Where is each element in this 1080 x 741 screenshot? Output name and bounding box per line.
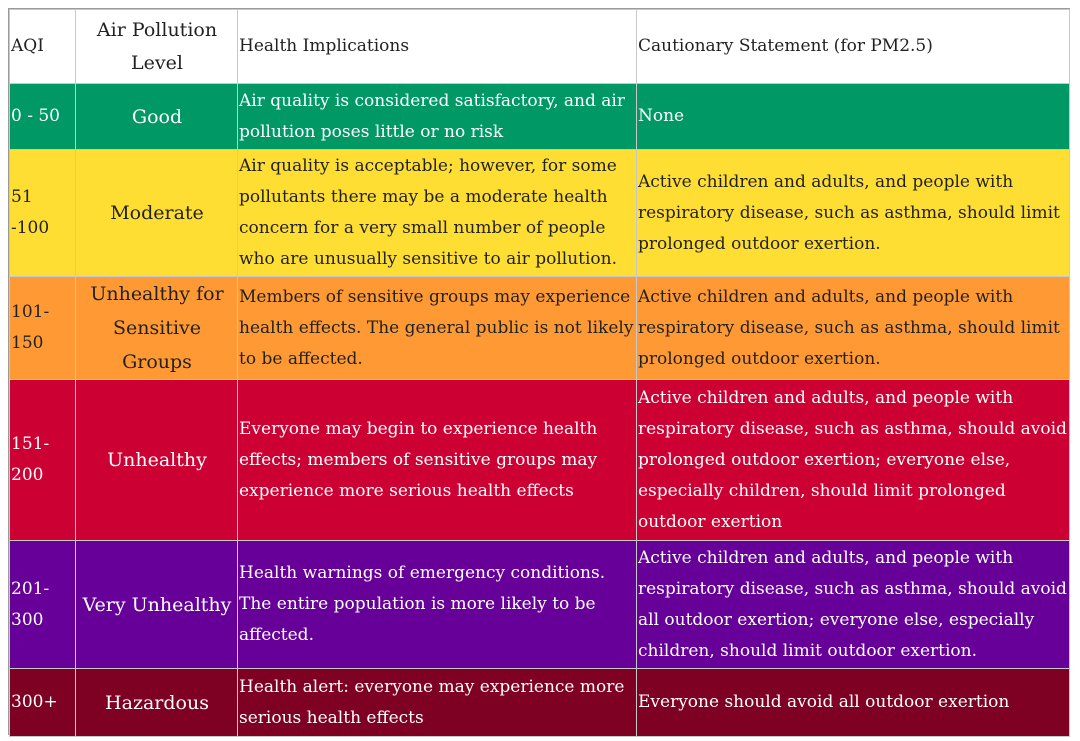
aqi-range: 151-200 xyxy=(9,379,76,541)
aqi-range: 300+ xyxy=(9,668,76,737)
table-row-good: 0 - 50 Good Air quality is considered sa… xyxy=(9,83,1070,150)
aqi-range: 51 -100 xyxy=(9,149,76,277)
aqi-range: 201-300 xyxy=(9,540,76,669)
aqi-table: AQI Air Pollution Level Health Implicati… xyxy=(9,9,1070,737)
table-header-row: AQI Air Pollution Level Health Implicati… xyxy=(9,9,1070,84)
health-implications: Members of sensitive groups may experien… xyxy=(237,276,637,380)
header-aqi: AQI xyxy=(9,9,76,84)
health-implications: Air quality is considered satisfactory, … xyxy=(237,83,637,150)
header-level: Air Pollution Level xyxy=(75,9,238,84)
table-row-moderate: 51 -100 Moderate Air quality is acceptab… xyxy=(9,149,1070,277)
cautionary-statement: Active children and adults, and people w… xyxy=(636,379,1070,541)
cautionary-statement: Everyone should avoid all outdoor exerti… xyxy=(636,668,1070,737)
health-implications: Health warnings of emergency conditions.… xyxy=(237,540,637,669)
pollution-level: Very Unhealthy xyxy=(75,540,238,669)
aqi-range: 0 - 50 xyxy=(9,83,76,150)
pollution-level: Moderate xyxy=(75,149,238,277)
table-row-very-unhealthy: 201-300 Very Unhealthy Health warnings o… xyxy=(9,540,1070,669)
aqi-table-frame: AQI Air Pollution Level Health Implicati… xyxy=(8,8,1070,737)
header-health: Health Implications xyxy=(237,9,637,84)
pollution-level: Unhealthy for Sensitive Groups xyxy=(75,276,238,380)
health-implications: Air quality is acceptable; however, for … xyxy=(237,149,637,277)
health-implications: Health alert: everyone may experience mo… xyxy=(237,668,637,737)
aqi-range: 101-150 xyxy=(9,276,76,380)
health-implications: Everyone may begin to experience health … xyxy=(237,379,637,541)
cautionary-statement: Active children and adults, and people w… xyxy=(636,276,1070,380)
table-row-hazardous: 300+ Hazardous Health alert: everyone ma… xyxy=(9,668,1070,737)
table-row-unhealthy-sensitive: 101-150 Unhealthy for Sensitive Groups M… xyxy=(9,276,1070,380)
pollution-level: Unhealthy xyxy=(75,379,238,541)
cautionary-statement: Active children and adults, and people w… xyxy=(636,149,1070,277)
header-caution: Cautionary Statement (for PM2.5) xyxy=(636,9,1070,84)
pollution-level: Good xyxy=(75,83,238,150)
pollution-level: Hazardous xyxy=(75,668,238,737)
cautionary-statement: Active children and adults, and people w… xyxy=(636,540,1070,669)
table-row-unhealthy: 151-200 Unhealthy Everyone may begin to … xyxy=(9,379,1070,541)
cautionary-statement: None xyxy=(636,83,1070,150)
